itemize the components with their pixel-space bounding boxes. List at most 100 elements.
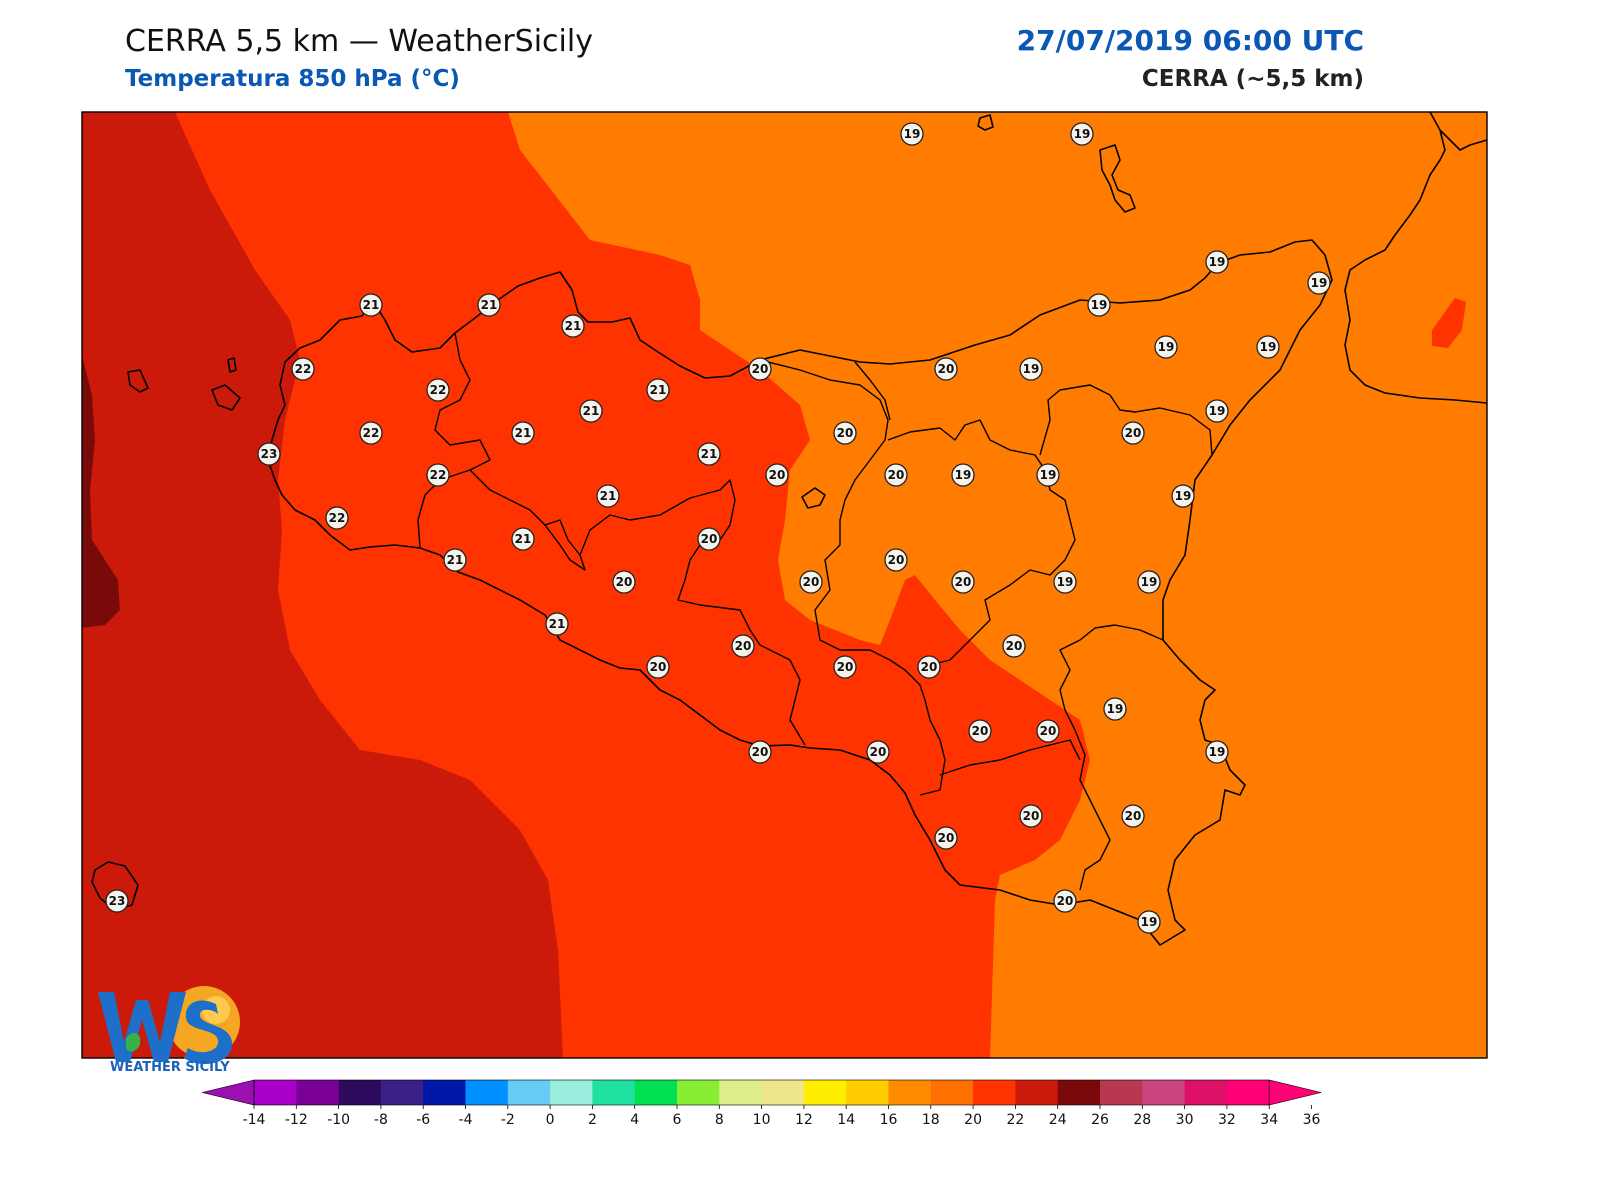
station-marker: [1036, 719, 1060, 743]
station-marker: [1256, 335, 1280, 359]
station-marker: [934, 826, 958, 850]
station-label: 20: [934, 357, 958, 381]
station-value: 20: [837, 426, 854, 440]
station-value: 22: [295, 362, 312, 376]
station-marker: [1205, 250, 1229, 274]
station-label: 19: [1087, 293, 1111, 317]
station-value: 23: [109, 894, 126, 908]
colorbar-tick-label: 6: [673, 1112, 682, 1128]
station-label: 19: [1137, 910, 1161, 934]
station-marker: [697, 442, 721, 466]
station-value: 19: [904, 127, 921, 141]
lipari-island: [1099, 144, 1136, 213]
station-label: 20: [1036, 719, 1060, 743]
station-value: 19: [1260, 340, 1277, 354]
colorbar-tick-label: 14: [837, 1112, 855, 1128]
station-marker: [426, 378, 450, 402]
station-marker: [359, 293, 383, 317]
calabria-coastline: [1344, 111, 1488, 404]
station-marker: [951, 463, 975, 487]
colorbar-tick-label: 8: [715, 1112, 724, 1128]
station-label: 20: [934, 826, 958, 850]
station-marker: [1019, 804, 1043, 828]
colorbar-swatch: [1142, 1080, 1186, 1105]
station-value: 21: [515, 532, 532, 546]
station-value: 19: [1175, 489, 1192, 503]
colorbar-swatch: [930, 1080, 974, 1105]
valid-time: 27/07/2019 06:00 UTC: [1016, 24, 1364, 57]
station-label: 20: [1002, 634, 1026, 658]
colorbar-swatch: [592, 1080, 636, 1105]
station-value: 20: [1125, 809, 1142, 823]
station-value: 21: [549, 617, 566, 631]
colorbar-tick-label: 28: [1133, 1112, 1151, 1128]
station-value: 19: [1057, 575, 1074, 589]
station-label: 22: [291, 357, 315, 381]
station-value: 19: [1074, 127, 1091, 141]
station-value: 20: [1023, 809, 1040, 823]
station-value: 19: [1040, 468, 1057, 482]
station-marker: [917, 655, 941, 679]
station-value: 19: [955, 468, 972, 482]
colorbar-swatch: [634, 1080, 678, 1105]
station-value: 19: [1141, 575, 1158, 589]
border-siracusa: [1059, 624, 1164, 891]
station-label: 19: [1171, 484, 1195, 508]
station-marker: [105, 889, 129, 913]
station-label: 22: [359, 421, 383, 445]
station-marker: [579, 399, 603, 423]
station-value: 20: [616, 575, 633, 589]
colorbar-tick-label: 30: [1176, 1112, 1194, 1128]
station-marker: [884, 463, 908, 487]
colorbar-tick-label: -8: [374, 1112, 388, 1128]
pantelleria-island: [91, 861, 139, 911]
alicudi-island: [977, 114, 994, 131]
station-value: 20: [752, 362, 769, 376]
temperature-field: [82, 112, 1487, 1058]
station-value: 20: [769, 468, 786, 482]
station-marker: [934, 357, 958, 381]
station-marker: [765, 463, 789, 487]
colorbar-swatch: [338, 1080, 382, 1105]
colorbar-tick-label: 18: [922, 1112, 940, 1128]
border-trapani: [417, 332, 491, 549]
station-marker: [748, 357, 772, 381]
station-marker: [1053, 570, 1077, 594]
station-label: 20: [1121, 804, 1145, 828]
station-value: 22: [430, 468, 447, 482]
station-label: 20: [833, 655, 857, 679]
station-label: 22: [325, 506, 349, 530]
station-label: 21: [359, 293, 383, 317]
station-value: 19: [1023, 362, 1040, 376]
station-label: 19: [1256, 335, 1280, 359]
colorbar-swatch: [677, 1080, 720, 1105]
station-label: 22: [426, 378, 450, 402]
station-label: 19: [900, 122, 924, 146]
station-value: 22: [329, 511, 346, 525]
station-label: 19: [1019, 357, 1043, 381]
station-label: 20: [917, 655, 941, 679]
station-label: 21: [697, 442, 721, 466]
ustica-island: [801, 487, 826, 509]
station-label: 20: [1019, 804, 1043, 828]
station-label: 20: [866, 740, 890, 764]
colorbar-tick-label: -10: [327, 1112, 350, 1128]
station-label: 21: [561, 314, 585, 338]
station-marker: [866, 740, 890, 764]
colorbar-tick-label: 12: [795, 1112, 813, 1128]
station-marker: [1205, 399, 1229, 423]
station-label: 20: [748, 740, 772, 764]
colorbar-tick-label: 26: [1091, 1112, 1109, 1128]
border-enna: [887, 419, 1076, 666]
map-title: CERRA 5,5 km — WeatherSicily: [125, 24, 593, 59]
station-label: 19: [1205, 399, 1229, 423]
station-marker: [511, 421, 535, 445]
colorbar-swatch: [254, 1080, 297, 1105]
station-label: 21: [477, 293, 501, 317]
egadi-islands: [127, 357, 241, 411]
station-marker: [1121, 804, 1145, 828]
station-label: 20: [833, 421, 857, 445]
station-label: 19: [951, 463, 975, 487]
station-marker: [900, 122, 924, 146]
station-value: 19: [1091, 298, 1108, 312]
